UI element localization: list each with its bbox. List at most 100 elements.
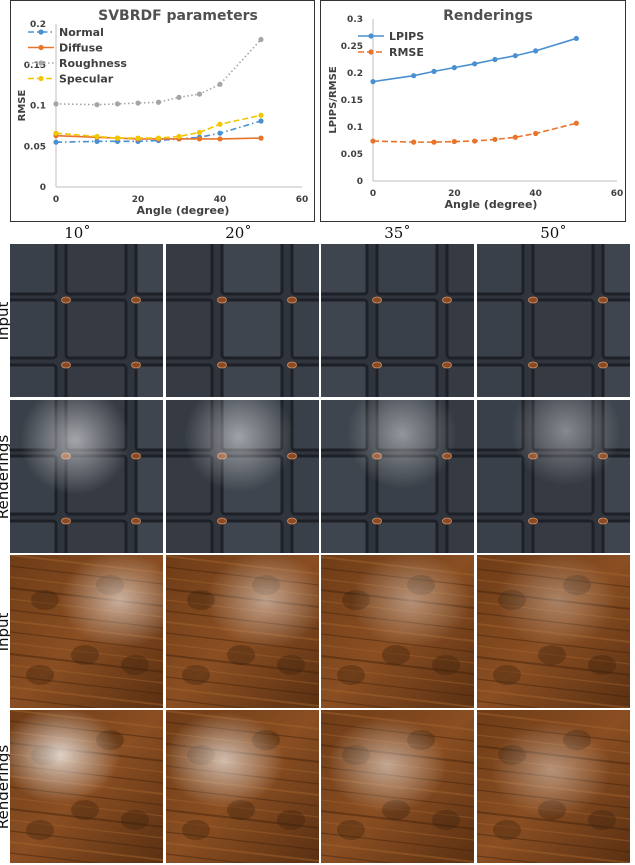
leather-patch [166, 244, 214, 296]
legend-label: Diffuse [59, 42, 103, 55]
y-tick-label: 0.15 [24, 61, 46, 71]
stitch-hole [131, 361, 141, 369]
data-point [451, 138, 457, 145]
leather-patch [64, 298, 128, 360]
leather-patch [601, 298, 630, 360]
stitch-hole [287, 361, 297, 369]
wood-grain [10, 664, 163, 684]
wood-grain [477, 656, 630, 676]
legend-marker [38, 60, 44, 66]
data-point [94, 133, 100, 140]
wood-grain [321, 644, 474, 664]
wood-image-tile [10, 555, 163, 708]
stitch-hole [372, 361, 382, 369]
leather-patch [134, 454, 163, 516]
wood-grain [321, 699, 395, 708]
wood-grain [10, 808, 163, 828]
tile-image [166, 244, 319, 397]
leather-image-tile [477, 400, 630, 553]
data-point [217, 81, 223, 87]
data-point [533, 48, 539, 54]
wood-grain [477, 667, 630, 687]
y-tick-label: 0.2 [30, 20, 46, 30]
data-point [217, 136, 223, 142]
data-point [135, 135, 141, 141]
wood-grain [321, 810, 474, 830]
wood-knot [382, 645, 410, 665]
leather-patch [220, 244, 284, 296]
data-point [258, 112, 264, 118]
data-point [94, 138, 100, 144]
data-point [492, 136, 498, 143]
data-point [573, 120, 579, 126]
wood-grain [321, 832, 474, 852]
data-point [176, 133, 182, 140]
stitch-hole [598, 517, 608, 525]
leather-patch [601, 519, 630, 553]
stitch-hole [528, 296, 538, 304]
wood-grain [10, 631, 163, 651]
wood-knot [538, 645, 566, 665]
wood-grain [477, 833, 630, 853]
leather-patch [290, 244, 319, 296]
wood-grain [477, 678, 630, 698]
data-point [135, 100, 141, 106]
wood-grain [10, 675, 163, 695]
y-tick-label: 0 [40, 183, 46, 193]
leather-patch [375, 363, 439, 397]
wood-grain [10, 686, 163, 706]
leather-patches [477, 244, 630, 397]
wood-grain [477, 822, 630, 842]
wood-grain [321, 854, 395, 863]
stitch-hole [372, 296, 382, 304]
wood-grain [10, 653, 163, 673]
data-point [472, 61, 478, 67]
leather-patch [601, 454, 630, 516]
data-point [512, 53, 518, 59]
tile-image [477, 555, 630, 708]
wood-knot [337, 820, 365, 840]
leather-image-tile [166, 400, 319, 553]
tile-image [477, 710, 630, 863]
series-line [372, 37, 577, 83]
leather-patches [10, 244, 163, 397]
wood-grain [477, 855, 542, 863]
leather-patches [321, 244, 474, 397]
x-tick-label: 40 [214, 195, 227, 205]
leather-patch [477, 363, 525, 397]
leather-patch [477, 454, 525, 516]
tile-image [321, 400, 474, 553]
data-point [114, 135, 121, 141]
stitch-hole [131, 517, 141, 525]
wood-knot [337, 665, 365, 685]
leather-patch [134, 400, 163, 452]
stitch-hole [217, 296, 227, 304]
wood-grain [321, 821, 474, 841]
wood-knot [493, 820, 521, 840]
stitch-hole [287, 296, 297, 304]
specular-highlight [60, 555, 163, 648]
legend-label: RMSE [389, 46, 424, 59]
wood-grain [166, 853, 248, 863]
tile-image [10, 710, 163, 863]
leather-patch [134, 298, 163, 360]
tile-image [10, 244, 163, 397]
leather-patch [445, 454, 474, 516]
column-label: 10˚ [64, 224, 91, 242]
legend-marker [38, 29, 44, 35]
data-point [411, 73, 417, 79]
data-point [217, 121, 223, 127]
y-tick-label: 0.05 [24, 142, 46, 152]
leather-image-tile [10, 244, 163, 397]
tile-image [321, 555, 474, 708]
wood-grain [166, 809, 319, 829]
wood-knot [26, 665, 54, 685]
specular-highlight [327, 717, 447, 813]
wood-knot [31, 590, 59, 610]
data-point [94, 102, 100, 108]
data-point [431, 68, 437, 74]
leather-patch [10, 244, 58, 296]
data-point [472, 138, 478, 144]
legend-marker [38, 44, 44, 51]
leather-patch [477, 244, 525, 296]
